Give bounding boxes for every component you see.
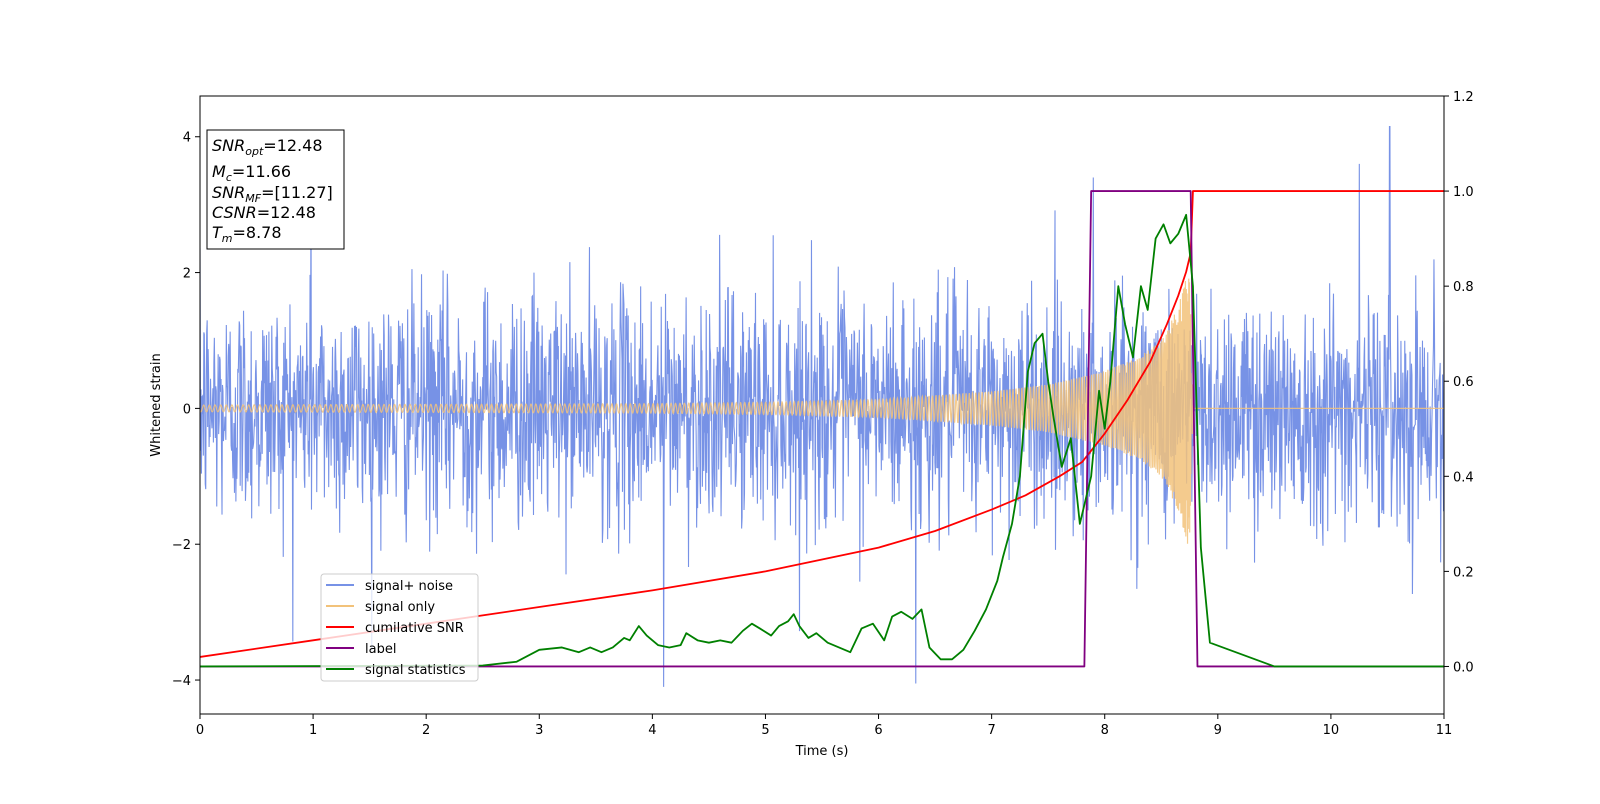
info-box: SNRopt=12.48 Mc=11.66 SNRMF=[11.27] CSNR… [206,129,345,250]
legend-frame [320,573,479,682]
legend-item-signal-only: signal only [326,600,435,615]
y2-tick-label: 0.2 [1453,565,1474,580]
legend-label-signal-only: signal only [365,600,435,615]
x-tick-label: 1 [309,723,317,738]
y-tick-label: 0 [183,402,191,417]
info-snr-mf-value: [11.27] [274,183,332,202]
y-tick-label: 2 [183,267,191,282]
y2-tick-label: 0.0 [1453,660,1474,675]
x-tick-label: 2 [422,723,430,738]
legend-item-signal-statistics: signal statistics [326,663,466,678]
x-axis-label: Time (s) [795,744,849,759]
info-mc: Mc=11.66 [212,162,291,184]
x-tick-label: 5 [761,723,769,738]
series-signal-only-line [200,278,1444,544]
info-csnr: CSNR=12.48 [212,203,316,222]
info-tm-value: 8.78 [246,223,282,242]
series-label-line [200,190,1444,668]
legend-item-signal-noise: signal+ noise [326,579,453,594]
info-box-frame [206,129,345,250]
x-tick-label: 6 [874,723,882,738]
legend-item-label: label [326,642,396,657]
y-tick-label: 4 [183,131,191,146]
info-csnr-value: 12.48 [270,203,316,222]
y-tick-label: −2 [172,538,191,553]
x-tick-label: 11 [1436,723,1453,738]
x-tick-label: 3 [535,723,543,738]
x-tick-label: 4 [648,723,656,738]
series-signal-noise-line [200,126,1444,687]
plot-frame [199,95,1445,715]
info-snr-opt: SNRopt=12.48 [212,136,323,158]
info-snr-opt-value: 12.48 [277,136,323,155]
y2-tick-label: 0.4 [1453,470,1474,485]
y2-tick-label: 0.8 [1453,280,1474,295]
y-tick-label: −4 [172,674,191,689]
y2-tick-label: 0.6 [1453,375,1474,390]
legend: signal+ noise signal only cumilative SNR… [320,573,479,682]
legend-label-signal-noise: signal+ noise [365,579,453,594]
series-layer [200,126,1444,687]
x-tick-label: 9 [1214,723,1222,738]
y2-tick-label: 1.0 [1453,185,1474,200]
x-tick-label: 7 [987,723,995,738]
series-cumilative-snr-line [200,190,1444,658]
x-tick-label: 8 [1101,723,1109,738]
info-mc-value: 11.66 [245,162,291,181]
info-tm: Tm=8.78 [212,223,282,245]
ticks-layer: 0 1 2 3 4 5 6 7 8 9 10 11 −4 −2 0 2 4 0.0 0.2 0.4 0.6 0.8 1.0 1… [172,90,1474,738]
legend-label-signal-statistics: signal statistics [365,663,466,678]
info-snr-mf: SNRMF=[11.27] [212,183,333,205]
x-tick-label: 0 [196,723,204,738]
y2-tick-label: 1.2 [1453,90,1474,105]
x-tick-label: 10 [1323,723,1340,738]
legend-label-label: label [365,642,396,657]
legend-item-cumilative-snr: cumilative SNR [326,621,464,636]
series-signal-statistics-line [200,213,1444,668]
legend-label-cumilative-snr: cumilative SNR [365,621,464,636]
y-axis-label: Whitened strain [149,353,164,456]
